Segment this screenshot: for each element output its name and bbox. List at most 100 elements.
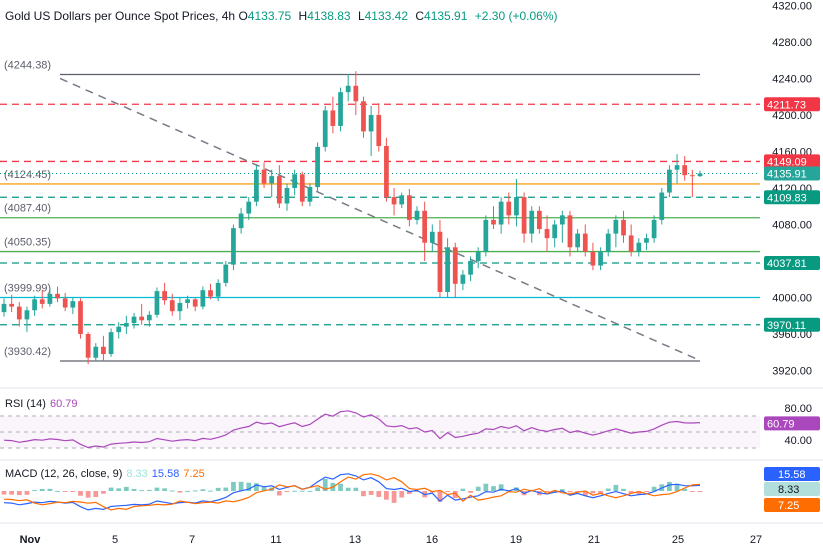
macd-hist-bar: [146, 489, 152, 491]
macd-hist-bar: [452, 491, 458, 498]
macd-hist-bar: [208, 490, 213, 492]
x-tick-label: 21: [588, 534, 600, 546]
y-tick-label: 4200.00: [772, 110, 812, 122]
macd-hist-bar: [32, 490, 37, 492]
candle-body: [537, 210, 542, 230]
candle-body: [345, 85, 351, 93]
macd-hist-bar: [139, 490, 145, 492]
candle-body: [689, 175, 695, 177]
candle-body: [521, 197, 527, 234]
candle-body: [307, 187, 313, 202]
level-label: (4124.45): [4, 169, 51, 181]
candle-body: [468, 260, 473, 275]
candle-body: [276, 176, 282, 204]
candle-body: [200, 290, 206, 307]
candle-body: [261, 169, 267, 184]
level-price-label: 4109.83: [767, 192, 807, 204]
macd-hist-bar: [437, 491, 443, 502]
macd-hist-bar: [353, 487, 359, 491]
macd-hist-bar: [368, 491, 374, 495]
candle-body: [621, 219, 626, 236]
candle-body: [636, 242, 642, 252]
candle-body: [483, 219, 489, 252]
candle-body: [185, 299, 190, 303]
candle-body: [514, 197, 519, 216]
candle-body: [32, 299, 37, 311]
x-tick-label: 13: [349, 534, 361, 546]
macd-hist-bar: [315, 487, 320, 491]
candle-body: [39, 299, 45, 304]
macd-hist-bar: [391, 491, 397, 503]
candle-body: [422, 210, 428, 243]
level-price-label: 4149.09: [767, 156, 807, 168]
candle-body: [429, 231, 435, 243]
close-value: 4135.91: [424, 9, 468, 23]
level-price-label: 4037.81: [767, 258, 807, 270]
x-tick-label: 16: [426, 534, 438, 546]
candle-body: [62, 298, 68, 308]
y-tick-label: 4280.00: [772, 37, 812, 49]
macd-hist-bar: [62, 491, 68, 492]
macd-hist-bar: [93, 491, 99, 498]
macd-hist-bar: [361, 491, 366, 497]
macd-hist-bar: [192, 490, 198, 492]
macd-hist-bar: [292, 490, 298, 492]
macd-value-label: 7.25: [778, 500, 799, 512]
macd-hist-bar: [376, 491, 382, 497]
macd-hist-bar: [544, 491, 550, 492]
candle-body: [475, 251, 481, 261]
macd-value-label: 15.58: [778, 469, 806, 481]
level-price-tag: [764, 255, 820, 270]
macd-hist-bar: [644, 491, 649, 492]
candle-body: [460, 274, 466, 284]
macd-hist-bar: [628, 491, 634, 494]
low-value: 4133.42: [364, 9, 409, 23]
level-label: (4050.35): [4, 237, 51, 249]
candle-body: [238, 213, 244, 229]
level-label: (4244.38): [4, 59, 51, 71]
macd-hist-bar: [78, 491, 83, 496]
change-value: +2.30 (+0.06%): [474, 9, 558, 23]
candle-body: [124, 323, 129, 327]
candle-body: [55, 293, 60, 299]
macd-value-label: 8.33: [778, 484, 799, 496]
candle-body: [146, 314, 152, 321]
candle-body: [1, 303, 7, 313]
macd-hist-bar: [108, 487, 114, 491]
macd-hist-bar: [384, 491, 389, 500]
price-axis-bg: [760, 0, 823, 548]
candle-body: [116, 326, 122, 333]
x-tick-label: 7: [189, 534, 195, 546]
open-value: 4133.75: [247, 9, 292, 23]
macd-hist-bar: [1, 491, 7, 495]
candle-body: [567, 215, 573, 248]
candle-body: [368, 114, 374, 132]
macd-hist-bar: [697, 491, 703, 493]
candle-body: [169, 300, 175, 312]
candle-body: [78, 301, 83, 334]
level-label: (4087.40): [4, 203, 51, 215]
candle-body: [575, 233, 580, 248]
candle-body: [24, 310, 30, 320]
macd-hist-bar: [299, 490, 305, 492]
macd-hist-bar: [246, 482, 252, 491]
macd-hist-bar: [559, 489, 565, 491]
candle-body: [529, 210, 535, 234]
macd-hist-bar: [475, 486, 481, 491]
candle-body: [544, 229, 550, 239]
candle-body: [315, 146, 320, 188]
macd-hist-value: 8.33: [126, 468, 148, 480]
candle-body: [659, 192, 665, 220]
macd-value-tag: [764, 498, 820, 512]
rsi-legend: RSI (14) 60.79: [5, 398, 78, 410]
macd-hist-bar: [39, 488, 45, 491]
macd-hist-bar: [613, 484, 619, 491]
x-tick-label: Nov: [20, 534, 42, 546]
candle-body: [177, 302, 183, 312]
candle-body: [674, 165, 680, 170]
macd-hist-bar: [498, 484, 504, 491]
candle-body: [338, 92, 343, 126]
macd-hist-bar: [322, 478, 328, 491]
macd-hist-bar: [116, 488, 122, 491]
